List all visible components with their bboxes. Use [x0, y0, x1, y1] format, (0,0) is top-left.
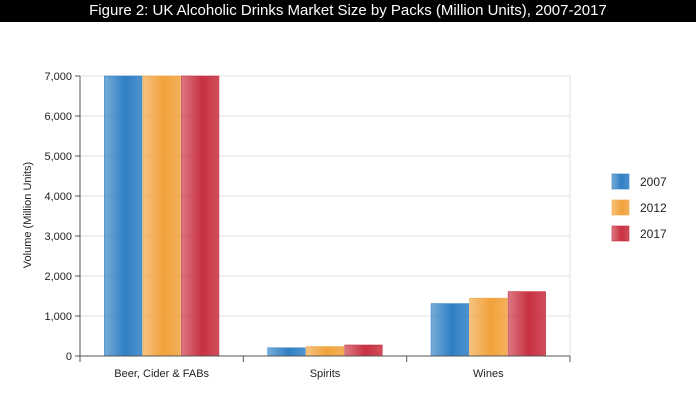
y-tick-label: 6,000 [44, 111, 72, 123]
bar [469, 297, 508, 357]
bars [104, 75, 546, 357]
legend-label: 2012 [640, 201, 667, 215]
y-tick-label: 5,000 [44, 151, 72, 163]
y-axis-label: Volume (Million Units) [22, 162, 34, 268]
bar [305, 346, 345, 357]
x-tick-label: Wines [473, 368, 504, 380]
x-tick-label: Beer, Cider & FABs [114, 368, 209, 380]
y-tick-label: 0 [66, 351, 72, 363]
bar [104, 75, 143, 357]
y-tick-label: 4,000 [44, 191, 72, 203]
bar [181, 75, 220, 357]
legend-swatch [611, 199, 630, 216]
y-tick-label: 3,000 [44, 231, 72, 243]
legend: 2007 2012 2017 [611, 173, 667, 242]
y-axis-ticks: 0 1,000 2,000 3,000 4,000 5,000 6,000 7,000 [44, 71, 81, 363]
bar [142, 75, 181, 357]
bar [430, 303, 469, 357]
y-tick-label: 1,000 [44, 311, 72, 323]
y-tick-label: 2,000 [44, 271, 72, 283]
bar [267, 347, 306, 357]
legend-swatch [611, 173, 630, 190]
legend-label: 2007 [640, 175, 667, 189]
x-tick-label: Spirits [310, 368, 341, 380]
bar [344, 344, 383, 357]
y-tick-label: 7,000 [44, 71, 72, 83]
legend-label: 2017 [640, 227, 667, 241]
figure-title: Figure 2: UK Alcoholic Drinks Market Siz… [0, 0, 696, 22]
bar [507, 291, 546, 357]
legend-swatch [611, 225, 630, 242]
x-axis: Beer, Cider & FABs Spirits Wines [79, 355, 571, 380]
